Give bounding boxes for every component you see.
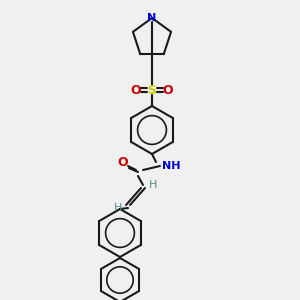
Text: H: H: [114, 203, 122, 213]
Text: NH: NH: [162, 161, 181, 171]
Text: O: O: [131, 83, 141, 97]
Text: O: O: [118, 157, 128, 169]
Text: O: O: [163, 83, 173, 97]
Text: S: S: [148, 83, 157, 97]
Text: H: H: [149, 180, 157, 190]
Text: N: N: [147, 13, 157, 23]
